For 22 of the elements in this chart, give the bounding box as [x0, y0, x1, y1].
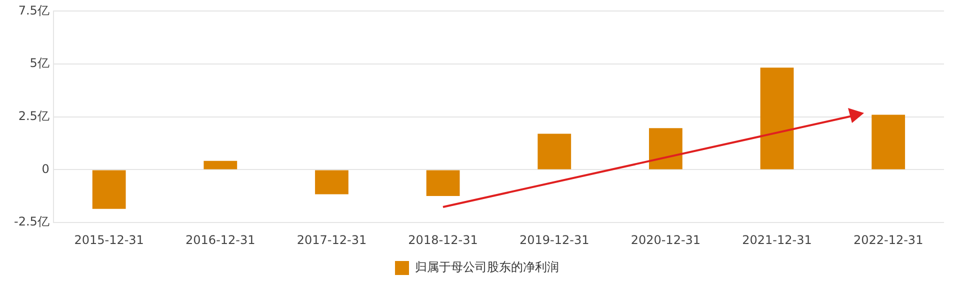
x-tick-label: 2017-12-31	[296, 232, 367, 247]
bar	[538, 134, 572, 170]
legend-label: 归属于母公司股东的净利润	[415, 260, 559, 274]
y-tick-label: 7.5亿	[18, 3, 50, 18]
bar	[315, 170, 348, 194]
bar	[872, 114, 906, 170]
y-tick-label: 5亿	[30, 56, 50, 70]
x-tick-label: 2020-12-31	[630, 232, 701, 247]
x-tick-label: 2018-12-31	[408, 232, 478, 247]
bar	[648, 128, 682, 170]
bar	[204, 160, 238, 170]
bar	[426, 170, 460, 196]
y-tick-label: 0	[42, 162, 50, 176]
x-tick-label: 2021-12-31	[742, 232, 812, 247]
x-tick-label: 2019-12-31	[519, 232, 590, 247]
bar	[92, 170, 126, 209]
x-tick-label: 2022-12-31	[853, 232, 924, 247]
y-tick-label: 2.5亿	[18, 109, 50, 124]
bar	[760, 68, 794, 170]
x-tick-label: 2015-12-31	[74, 232, 144, 247]
y-tick-label: -2.5亿	[14, 214, 50, 229]
x-tick-label: 2016-12-31	[186, 232, 256, 247]
